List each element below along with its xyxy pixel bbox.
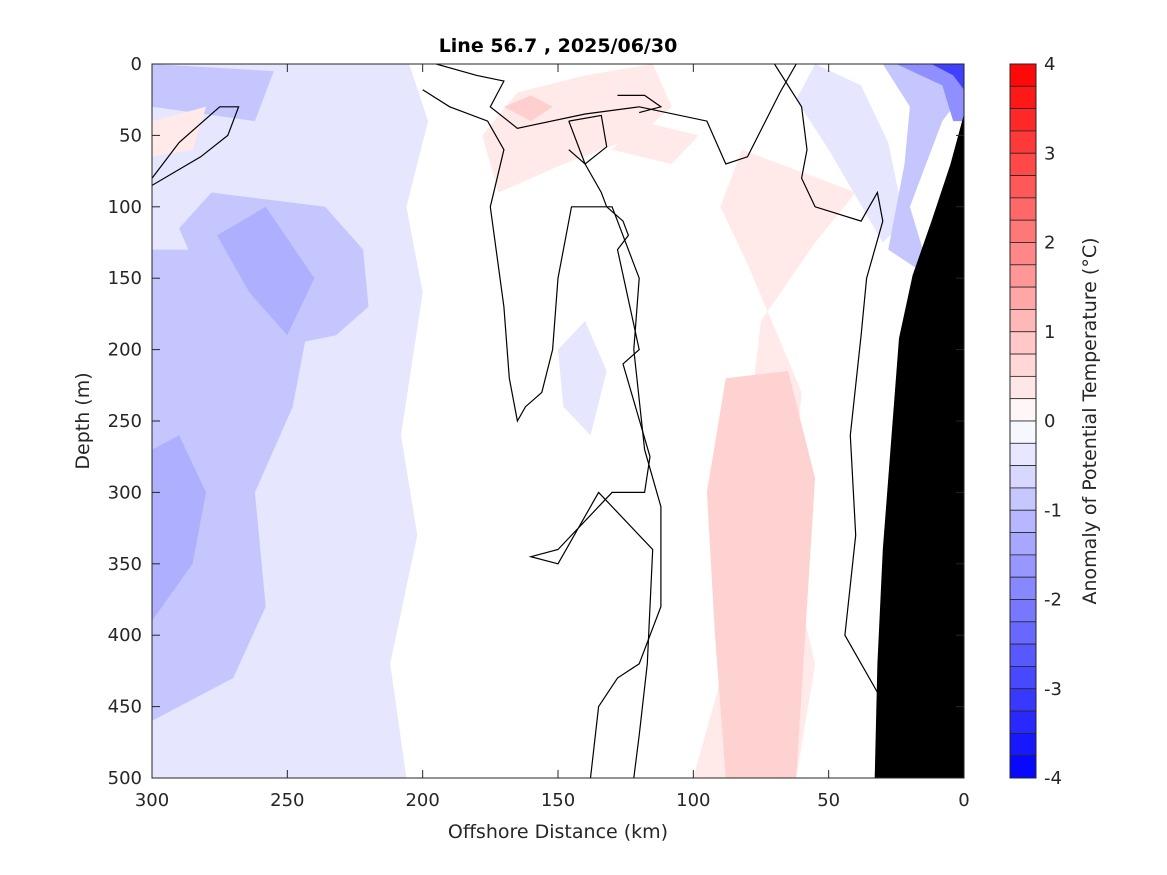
contour-region-7 — [882, 64, 964, 279]
colorbar-band — [1009, 63, 1037, 87]
colorbar-band — [1009, 554, 1037, 578]
colorbar-band — [1009, 264, 1037, 288]
contour-fill-regions — [152, 64, 964, 778]
colorbar-tick-label: 0 — [1044, 411, 1055, 432]
colorbar-band — [1009, 398, 1037, 422]
x-axis-ticks: 300 250 200 150 100 50 0 — [135, 64, 970, 811]
colorbar-tick-label: 1 — [1044, 322, 1055, 343]
zero-contour-3 — [568, 114, 608, 165]
contour-region-10 — [558, 321, 607, 436]
colorbar-band — [1009, 108, 1037, 132]
colorbar-band — [1009, 331, 1037, 355]
y-axis-label: Depth (m) — [72, 372, 94, 469]
x-tick-label: 0 — [958, 790, 969, 811]
x-tick-label: 100 — [676, 790, 710, 811]
colorbar-band — [1009, 755, 1037, 779]
y-tick-label: 300 — [108, 482, 142, 503]
contour-region-13 — [612, 121, 699, 164]
colorbar-band — [1009, 666, 1037, 690]
colorbar-band — [1009, 509, 1037, 533]
x-tick-label: 50 — [817, 790, 840, 811]
colorbar — [1009, 63, 1037, 779]
contour-region-6 — [796, 64, 905, 243]
zero-contour-0 — [152, 106, 240, 186]
y-tick-label: 0 — [131, 54, 142, 75]
y-tick-label: 450 — [108, 697, 142, 718]
land-mask — [874, 114, 964, 778]
colorbar-ticks: 4 3 2 1 0 -1 -2 -3 -4 — [1044, 54, 1062, 789]
colorbar-band — [1009, 85, 1037, 110]
zero-contour-1 — [422, 89, 662, 778]
contour-region-5 — [152, 64, 274, 122]
zero-contour-6 — [436, 64, 797, 165]
colorbar-band — [1009, 465, 1037, 489]
colorbar-band — [1009, 219, 1037, 243]
colorbar-band — [1009, 130, 1037, 154]
zero-contour-lines — [152, 64, 884, 778]
colorbar-band — [1009, 442, 1037, 467]
colorbar-tick-label: 3 — [1044, 143, 1055, 164]
colorbar-band — [1009, 175, 1037, 199]
colorbar-band — [1009, 599, 1037, 623]
colorbar-band — [1009, 643, 1037, 667]
y-tick-label: 350 — [108, 554, 142, 575]
x-tick-label: 250 — [270, 790, 304, 811]
colorbar-band — [1009, 688, 1037, 712]
colorbar-band — [1009, 621, 1037, 645]
y-tick-label: 100 — [108, 197, 142, 218]
contour-region-12 — [503, 95, 553, 122]
plot-area — [152, 64, 964, 778]
colorbar-band — [1009, 487, 1037, 511]
contour-region-16 — [706, 371, 816, 778]
colorbar-band — [1009, 732, 1037, 757]
x-tick-label: 200 — [405, 790, 439, 811]
colorbar-band — [1009, 375, 1037, 400]
colorbar-band — [1009, 576, 1037, 600]
contour-region-14 — [152, 106, 207, 157]
y-tick-label: 250 — [108, 411, 142, 432]
colorbar-tick-label: 2 — [1044, 233, 1055, 254]
colorbar-band — [1009, 710, 1037, 734]
y-tick-label: 200 — [108, 340, 142, 361]
colorbar-tick-label: -4 — [1044, 768, 1062, 789]
land-area — [874, 114, 964, 778]
zero-contour-5 — [773, 64, 884, 695]
colorbar-tick-label: -2 — [1044, 590, 1062, 611]
colorbar-label: Anomaly of Potential Temperature (°C) — [1079, 238, 1101, 605]
y-tick-label: 500 — [108, 768, 142, 789]
contour-region-4 — [152, 435, 207, 621]
colorbar-tick-label: -1 — [1044, 500, 1062, 521]
y-tick-label: 50 — [119, 125, 142, 146]
colorbar-band — [1009, 286, 1037, 310]
y-tick-label: 150 — [108, 268, 142, 289]
y-axis-ticks: 0 50 100 150 200 250 300 350 400 450 500 — [108, 54, 964, 789]
x-tick-label: 150 — [541, 790, 575, 811]
colorbar-band — [1009, 420, 1037, 444]
y-tick-label: 400 — [108, 625, 142, 646]
colorbar-band — [1009, 309, 1037, 333]
contour-region-3 — [217, 206, 315, 336]
colorbar-band — [1009, 532, 1037, 556]
contour-region-1 — [152, 249, 309, 721]
chart-title: Line 56.7 , 2025/06/30 — [439, 35, 678, 57]
x-axis-label: Offshore Distance (km) — [448, 821, 668, 843]
x-tick-label: 300 — [135, 790, 169, 811]
zero-contour-2 — [528, 120, 654, 778]
colorbar-frame — [1009, 63, 1037, 779]
colorbar-band — [1009, 152, 1037, 176]
colorbar-band — [1009, 353, 1037, 377]
contour-region-9 — [931, 64, 964, 90]
colorbar-tick-label: 4 — [1044, 54, 1055, 75]
contour-region-8 — [896, 64, 964, 122]
colorbar-tick-label: -3 — [1044, 679, 1062, 700]
colorbar-band — [1009, 242, 1037, 266]
colorbar-band — [1009, 197, 1037, 221]
